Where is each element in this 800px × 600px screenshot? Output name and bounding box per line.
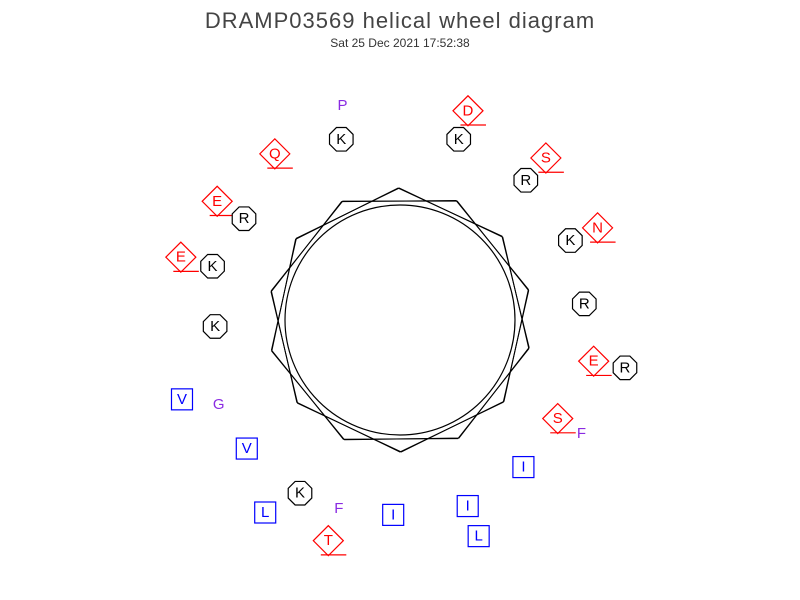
svg-text:P: P [338,97,348,114]
svg-text:S: S [553,410,563,427]
svg-text:E: E [212,193,222,210]
svg-text:F: F [334,500,343,517]
svg-text:K: K [565,232,575,249]
svg-text:I: I [391,506,395,523]
svg-text:K: K [208,258,218,275]
svg-text:L: L [261,504,269,521]
svg-text:N: N [592,219,603,236]
svg-text:K: K [454,131,464,148]
svg-text:K: K [295,485,305,502]
helical-wheel-diagram: DKSRNKRREFSILIIFTKLVGVKKEERQKP [0,0,800,600]
svg-text:Q: Q [269,145,281,162]
svg-text:I: I [466,498,470,515]
svg-text:S: S [541,149,551,166]
svg-text:R: R [620,359,631,376]
svg-text:V: V [242,440,252,457]
svg-text:I: I [521,459,525,476]
svg-text:T: T [324,532,333,549]
svg-text:D: D [463,102,474,119]
svg-text:E: E [589,353,599,370]
svg-text:G: G [213,396,225,413]
svg-text:R: R [579,295,590,312]
svg-text:V: V [177,391,187,408]
svg-text:R: R [239,210,250,227]
svg-text:F: F [577,425,586,442]
svg-text:K: K [210,318,220,335]
svg-text:E: E [176,249,186,266]
svg-text:L: L [474,528,482,545]
svg-text:R: R [520,172,531,189]
svg-text:K: K [336,131,346,148]
